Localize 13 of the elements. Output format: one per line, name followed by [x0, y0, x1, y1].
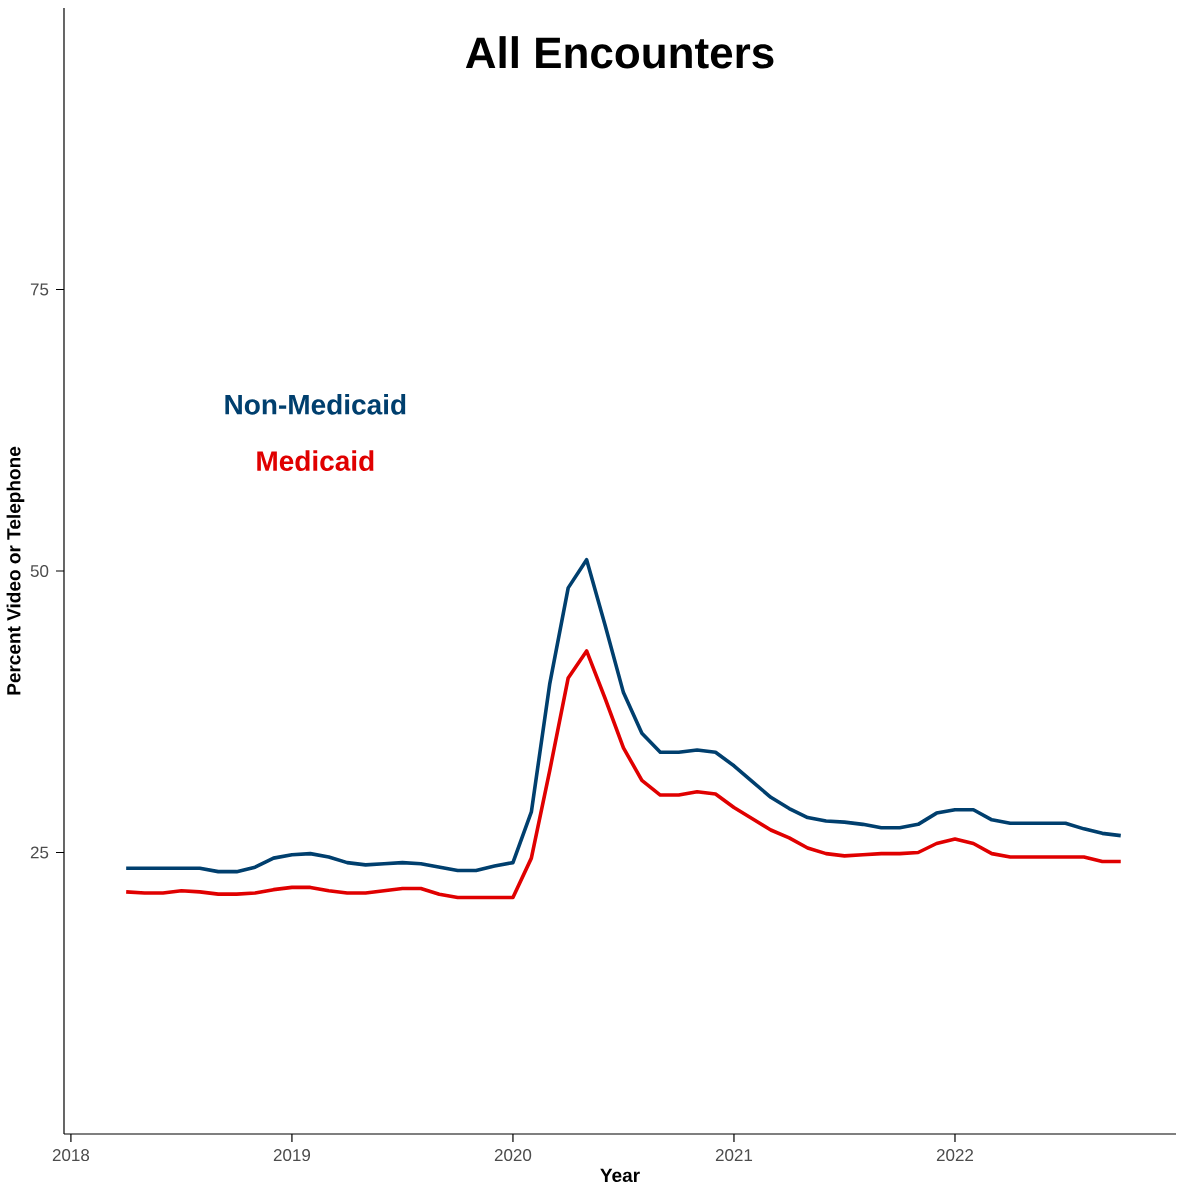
- x-tick-label: 2019: [273, 1149, 311, 1162]
- text: Medicaid: [257, 450, 374, 471]
- y-tick-label: 25: [30, 846, 49, 859]
- x-tick-label: 2021: [715, 1149, 753, 1162]
- y-tick-label: 75: [30, 283, 49, 296]
- x-tick-label: 2022: [936, 1149, 974, 1162]
- y-axis-title: Percent Video or Telephone: [6, 446, 25, 695]
- x-tick-label: 2020: [494, 1149, 532, 1162]
- text: All Encounters: [465, 36, 774, 69]
- y-tick-label: 50: [30, 565, 49, 578]
- text: Non-Medicaid: [225, 394, 406, 415]
- x-tick-label: 2018: [52, 1149, 90, 1162]
- x-axis-title: Year: [600, 1168, 640, 1183]
